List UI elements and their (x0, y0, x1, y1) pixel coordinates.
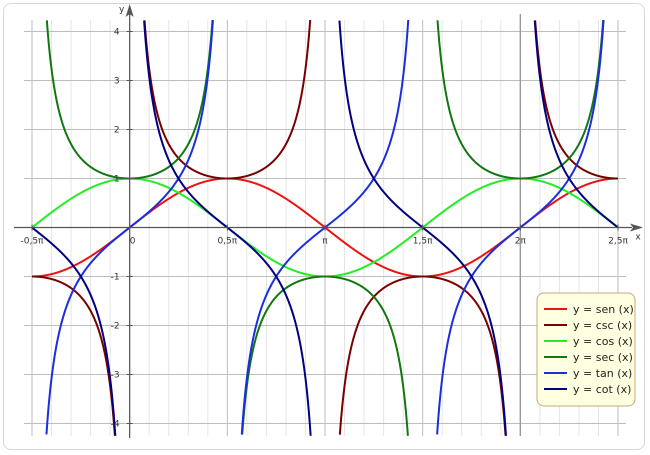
x-tick-label: 0 (130, 237, 136, 247)
y-tick-label: -2 (111, 322, 120, 332)
y-tick-label: -1 (111, 273, 120, 283)
y-tick-label: -3 (111, 371, 120, 381)
legend-label-cot: y = cot (x) (573, 383, 631, 396)
y-tick-label: 2 (114, 126, 120, 136)
y-tick-label: -4 (111, 420, 120, 430)
x-tick-label: -0,5π (21, 237, 45, 247)
x-tick-label: π (322, 237, 328, 247)
x-tick-label: 0,5π (217, 237, 237, 247)
legend-box (536, 292, 636, 407)
y-tick-label: 1 (114, 175, 120, 185)
x-tick-label: 2,5π (608, 237, 628, 247)
legend-label-sec: y = sec (x) (573, 351, 633, 364)
y-tick-label: 4 (114, 28, 120, 38)
x-axis-label: x (635, 233, 641, 243)
legend-label-sin: y = sen (x) (573, 303, 634, 316)
x-axis-arrow (630, 223, 643, 232)
legend-label-cos: y = cos (x) (573, 335, 633, 348)
y-axis-arrow (125, 4, 134, 17)
x-tick-label: 2π (515, 237, 527, 247)
tick-labels: -0,5π 0 0,5π π 1,5π 2π 2,5π 4 3 2 1 -1 -2 -3 -4 (21, 28, 629, 430)
legend: y = sen (x) y = csc (x) y = cos (x) y = sec… (536, 292, 636, 407)
legend-label-csc: y = csc (x) (573, 319, 632, 332)
y-axis-label: y (119, 5, 125, 15)
y-tick-label: 3 (114, 77, 120, 87)
x-tick-label: 1,5π (413, 237, 433, 247)
legend-label-tan: y = tan (x) (573, 367, 632, 380)
